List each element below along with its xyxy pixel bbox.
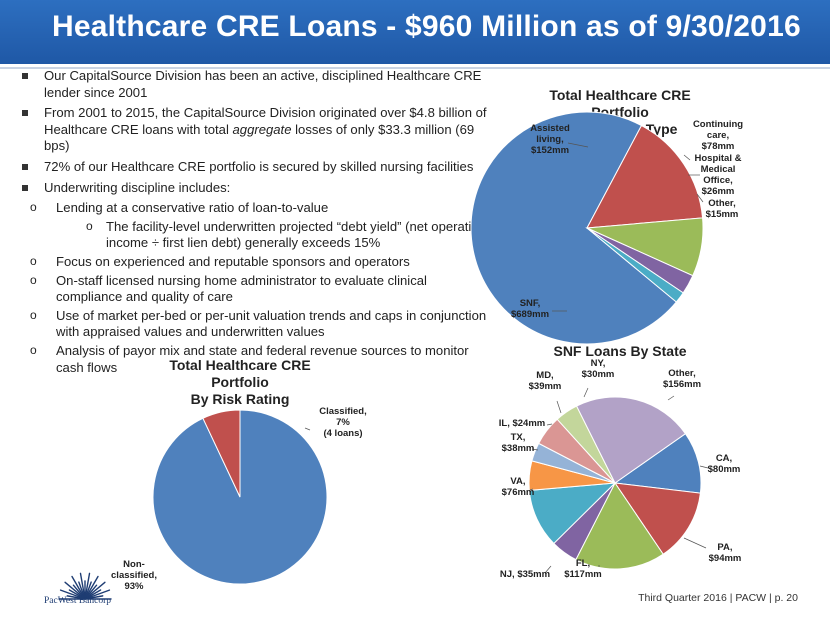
leader-line xyxy=(556,400,562,414)
pie-slice-other xyxy=(575,396,687,484)
pie-slice-other xyxy=(586,227,684,303)
bullet-item: Use of market per-bed or per-unit valuat… xyxy=(20,307,490,341)
page-footer: Third Quarter 2016 | PACW | p. 20 xyxy=(638,592,798,604)
bullet-item: On-staff licensed nursing home administr… xyxy=(20,272,490,306)
data-label-ca: CA, $80mm xyxy=(708,453,741,475)
data-label-assisted-living: Assisted living, $152mm xyxy=(530,123,570,156)
bullet-item: Focus on experienced and reputable spons… xyxy=(20,253,490,271)
bullet-item: Analysis of payor mix and state and fede… xyxy=(20,342,490,376)
pie-slice-classified xyxy=(202,409,241,498)
pie-slice-snf xyxy=(470,111,678,345)
logo-text: PacWest Bancorp xyxy=(44,596,112,606)
data-label-other: Other, $15mm xyxy=(706,198,739,220)
leader-line xyxy=(531,448,539,451)
pie-slice-assisted-living xyxy=(586,124,704,229)
data-label-il: IL, $24mm xyxy=(499,418,545,429)
leader-line xyxy=(683,154,691,161)
bullet-item: 72% of our Healthcare CRE portfolio is s… xyxy=(20,159,490,176)
data-label-non-classified: Non-classified, 93% xyxy=(111,559,157,592)
data-label-pa: PA, $94mm xyxy=(709,542,742,564)
data-label-nj: NJ, $35mm xyxy=(500,569,550,580)
pie-slice-non-classified xyxy=(152,409,328,585)
data-label-snf: SNF, $689mm xyxy=(511,298,549,320)
leader-line xyxy=(529,488,534,491)
leader-line xyxy=(567,142,589,148)
pacwest-logo-icon xyxy=(58,572,112,600)
leader-line xyxy=(696,193,704,203)
page-title: Healthcare CRE Loans - $960 Million as o… xyxy=(52,10,801,43)
pie-slice-ca xyxy=(613,432,702,494)
leader-line xyxy=(583,387,589,398)
chart-title-risk-rating: Total Healthcare CRE Portfolio By Risk Ra… xyxy=(169,357,311,407)
chart-title-snf-by-state: SNF Loans By State xyxy=(553,343,687,359)
bullet-item: Lending at a conservative ratio of loan-… xyxy=(20,199,490,217)
data-label-md: MD, $39mm xyxy=(529,370,562,392)
data-label-ny: NY, $30mm xyxy=(582,358,615,380)
data-label-classified: Classified, 7% (4 loans) xyxy=(319,406,367,439)
leader-line xyxy=(699,465,709,469)
bullet-item: Underwriting discipline includes: xyxy=(20,180,490,197)
data-label-hospital-medical-office: Hospital & Medical Office, $26mm xyxy=(695,153,742,197)
bullet-list: Our CapitalSource Division has been an a… xyxy=(20,68,490,378)
leader-line xyxy=(667,395,675,401)
data-label-continuing-care: Continuing care, $78mm xyxy=(693,119,743,152)
bullet-item: Our CapitalSource Division has been an a… xyxy=(20,68,490,101)
pie-slice-pa xyxy=(613,482,701,555)
title-bar: Healthcare CRE Loans - $960 Million as o… xyxy=(0,0,830,67)
data-label-va: VA, $76mm xyxy=(502,476,535,498)
leader-line xyxy=(683,537,707,549)
data-label-tx: TX, $38mm xyxy=(502,432,535,454)
data-label-fl: FL, $117mm xyxy=(564,558,602,580)
data-label-other: Other, $156mm xyxy=(663,368,701,390)
bullet-item: From 2001 to 2015, the CapitalSource Div… xyxy=(20,105,490,155)
leader-line xyxy=(544,565,552,574)
leader-line xyxy=(546,423,553,426)
bullet-item: The facility-level underwritten projecte… xyxy=(20,218,490,252)
pie-slice-fl xyxy=(575,482,664,570)
leader-line xyxy=(304,427,311,431)
